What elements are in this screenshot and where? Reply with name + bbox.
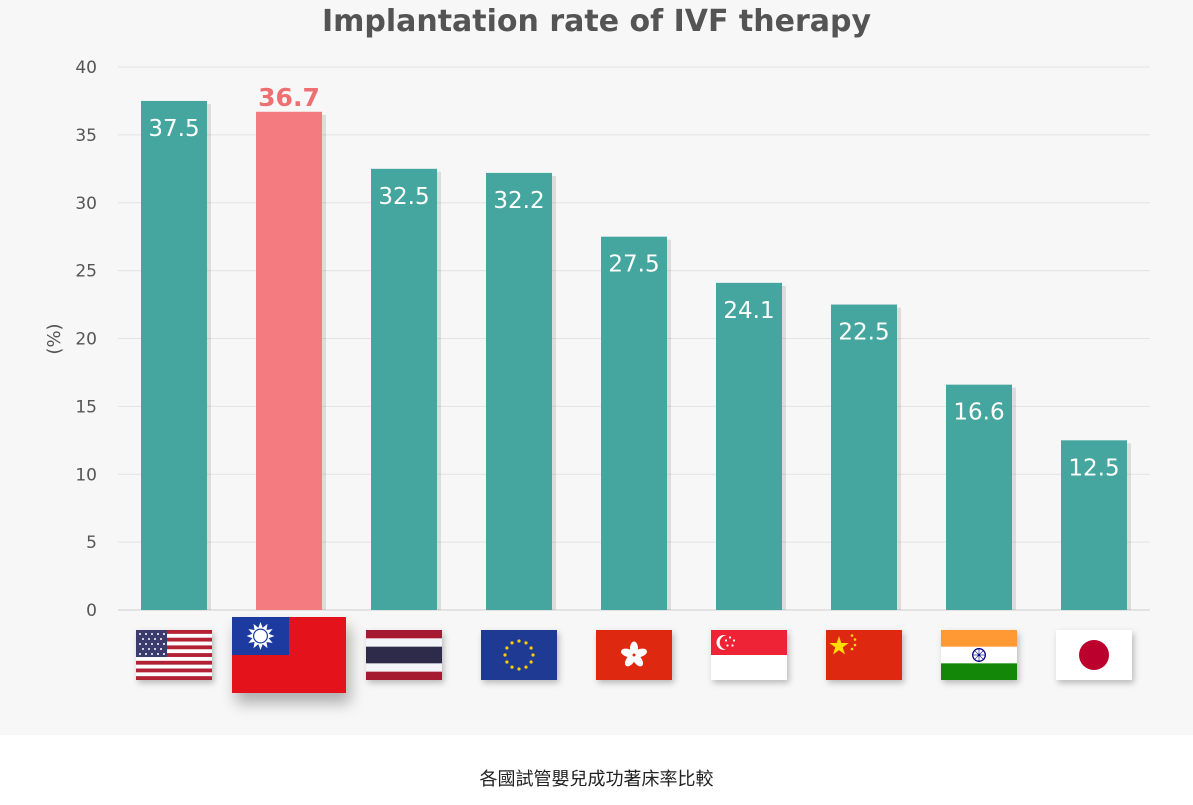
bar-chart: 0 5 10 15 20 25 30 35 40 (%) 37.5 36.7 32.5 32.2 27.5 2… — [44, 58, 1150, 621]
us-flag-icon — [136, 630, 212, 680]
bar — [1061, 440, 1127, 610]
y-tick-label: 10 — [75, 465, 97, 485]
bar-value-label: 24.1 — [723, 298, 774, 324]
bar-value-label: 12.5 — [1068, 455, 1119, 481]
bar-value-label: 32.5 — [378, 184, 429, 210]
bar — [486, 172, 552, 610]
bar-value-label: 22.5 — [838, 320, 889, 346]
chart-panel: Implantation rate of IVF therapy 0 5 10 15 2… — [44, 4, 1150, 693]
japan-flag-icon — [1056, 630, 1132, 680]
y-tick-label: 0 — [86, 601, 97, 621]
india-flag-icon — [941, 630, 1017, 680]
singapore-flag-icon — [711, 630, 787, 680]
y-tick-label: 25 — [75, 262, 97, 282]
y-tick-label: 20 — [75, 330, 97, 350]
bar — [601, 236, 667, 610]
hong-kong-flag-icon — [596, 630, 672, 680]
bar-value-label: 27.5 — [608, 252, 659, 278]
bar — [141, 100, 207, 610]
bar — [946, 384, 1012, 610]
y-tick-label: 35 — [75, 126, 97, 146]
y-tick-label: 30 — [75, 194, 97, 214]
y-tick-label: 40 — [75, 58, 97, 78]
bar — [716, 282, 782, 610]
y-axis-label: (%) — [44, 323, 65, 354]
bar — [256, 111, 322, 611]
y-tick-label: 5 — [86, 533, 97, 553]
eu-flag-icon — [481, 630, 557, 680]
chart-title: Implantation rate of IVF therapy — [321, 4, 872, 39]
taiwan-flag-icon — [232, 617, 346, 693]
thailand-flag-icon — [366, 630, 442, 680]
bar — [371, 168, 437, 610]
china-flag-icon — [826, 630, 902, 680]
bar-value-label: 32.2 — [493, 188, 544, 214]
y-tick-label: 15 — [75, 397, 97, 417]
bar-value-label: 37.5 — [148, 116, 199, 142]
bar-value-label: 16.6 — [953, 400, 1004, 426]
bar-value-label: 36.7 — [258, 83, 320, 112]
bar — [831, 304, 897, 610]
chart-caption: 各國試管嬰兒成功著床率比較 — [479, 769, 714, 790]
